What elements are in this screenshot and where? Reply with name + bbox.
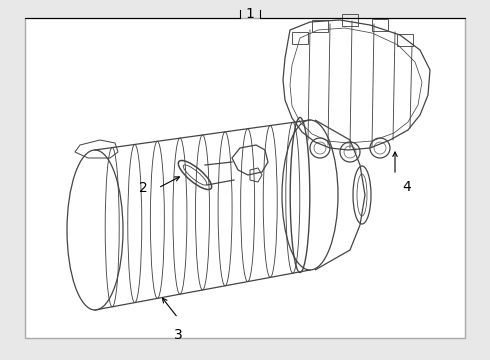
Text: 2: 2	[139, 181, 148, 195]
Text: 4: 4	[402, 180, 411, 194]
Text: 1: 1	[245, 7, 254, 21]
Text: 3: 3	[173, 328, 182, 342]
FancyBboxPatch shape	[25, 18, 465, 338]
